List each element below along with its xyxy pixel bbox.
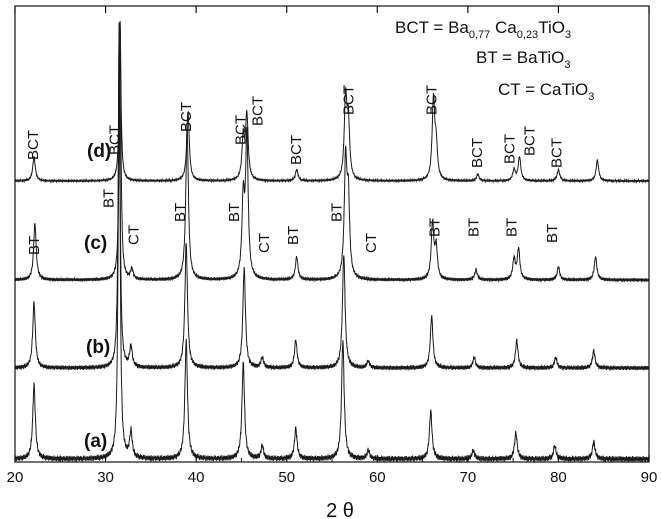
x-tick-label: 30 — [97, 469, 114, 486]
curve-labels: (a) (b) (c) (d) — [84, 141, 111, 452]
x-tick-label: 80 — [550, 469, 567, 486]
phase-label: BCT — [424, 85, 441, 115]
x-axis-label: 2 θ — [326, 500, 354, 519]
x-tick-label: 90 — [641, 469, 658, 486]
phase-label: BCT — [250, 96, 267, 126]
diffraction-traces — [14, 21, 650, 463]
phase-label: CT — [256, 233, 273, 253]
phase-label: BCT — [107, 125, 124, 155]
phase-label: CT — [126, 225, 143, 245]
phase-label: BCT — [288, 135, 305, 165]
phase-label: BT — [285, 226, 302, 245]
phase-label: BCT — [233, 115, 250, 145]
curve-label: (b) — [86, 337, 110, 358]
x-tick-label: 40 — [188, 469, 205, 486]
x-tick-label: 70 — [460, 469, 477, 486]
trace-a — [14, 22, 650, 463]
phase-label: BT — [172, 203, 189, 222]
x-tick-label: 20 — [7, 469, 24, 486]
legend: BCT = Ba0,77 Ca0,23TiO3 BT = BaTiO3 CT = C… — [395, 18, 594, 103]
phase-label: BT — [465, 218, 482, 237]
phase-label: BT — [226, 203, 243, 222]
legend-entry: BT = BaTiO3 — [476, 48, 570, 71]
phase-label: BCT — [178, 102, 195, 132]
phase-label: BT — [100, 189, 117, 208]
phase-label: BT — [329, 203, 346, 222]
x-axis-ticks: 20 30 40 50 60 70 80 90 — [7, 6, 658, 486]
phase-label: BT — [26, 236, 43, 255]
phase-label: BCT — [469, 138, 486, 168]
curve-label: (c) — [84, 233, 107, 254]
curve-label: (d) — [87, 141, 111, 162]
phase-label: BCT — [549, 138, 566, 168]
legend-entry: CT = CaTiO3 — [498, 80, 594, 103]
phase-label: BT — [426, 218, 443, 237]
phase-label: BT — [503, 218, 520, 237]
phase-label: BCT — [521, 126, 538, 156]
phase-label: BCT — [340, 85, 357, 115]
phase-label: BCT — [25, 130, 42, 160]
trace-b — [14, 25, 650, 372]
phase-label: BCT — [502, 134, 519, 164]
legend-entry: BCT = Ba0,77 Ca0,23TiO3 — [395, 18, 571, 41]
phase-label: BT — [544, 224, 561, 243]
trace-d — [14, 21, 650, 184]
curve-label: (a) — [84, 431, 107, 452]
phase-label: CT — [363, 233, 380, 253]
x-tick-label: 60 — [369, 469, 386, 486]
x-tick-label: 50 — [278, 469, 295, 486]
